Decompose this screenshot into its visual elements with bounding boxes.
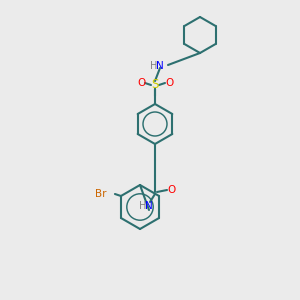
Text: N: N <box>156 61 164 71</box>
Text: H: H <box>139 201 147 211</box>
Text: O: O <box>165 78 173 88</box>
Text: S: S <box>151 79 159 92</box>
Text: N: N <box>145 201 153 211</box>
Text: O: O <box>167 185 175 195</box>
Text: H: H <box>150 61 158 71</box>
Text: Br: Br <box>95 189 107 199</box>
Text: O: O <box>137 78 145 88</box>
